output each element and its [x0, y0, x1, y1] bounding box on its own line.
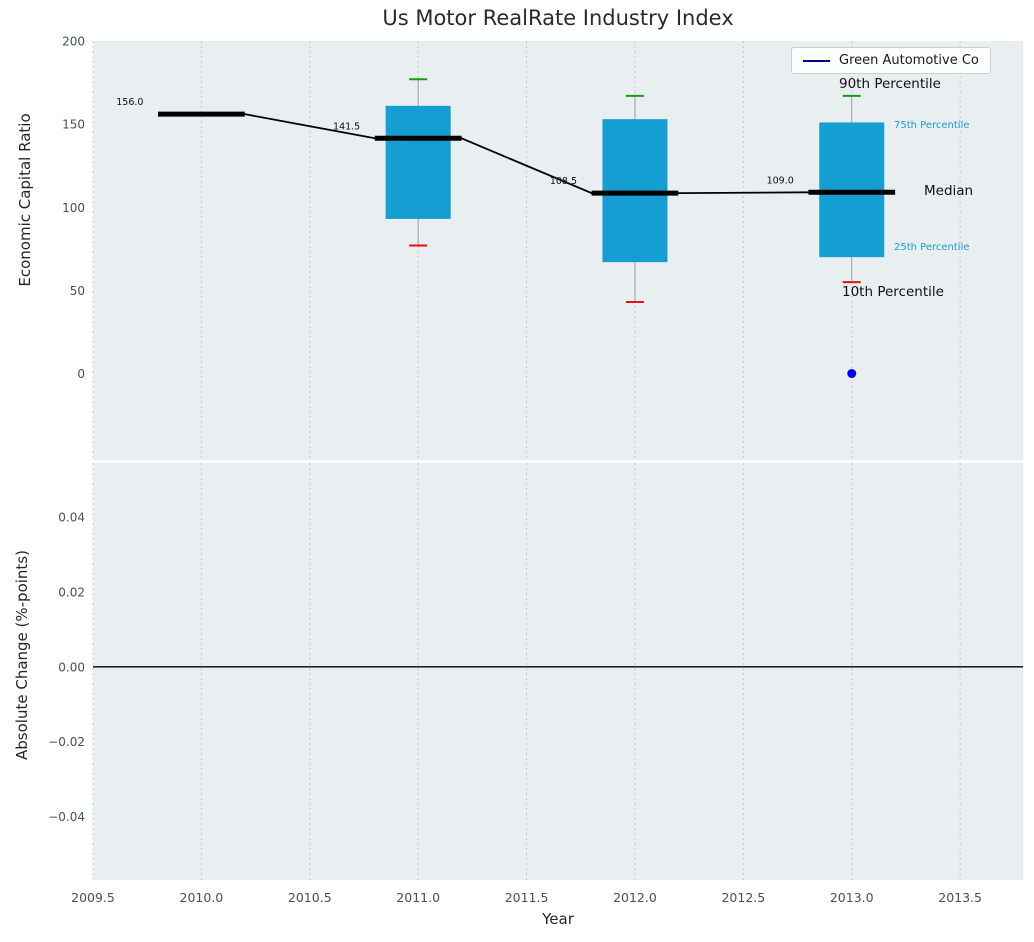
x-axis-label: Year: [542, 910, 574, 928]
xtick: 2010.5: [288, 890, 332, 905]
ytick-top: 150: [62, 118, 85, 132]
bottom-panel-background: [93, 463, 1023, 880]
xtick: 2011.5: [505, 890, 549, 905]
xtick: 2013.5: [938, 890, 982, 905]
legend-line-swatch: [803, 59, 830, 62]
y-axis-label-bottom: Absolute Change (%-points): [13, 550, 31, 760]
xtick: 2012.0: [613, 890, 657, 905]
median-trend-line: [158, 113, 896, 195]
company-point: [847, 369, 857, 379]
legend-label: Green Automotive Co: [839, 53, 979, 68]
annotation-median: Median: [924, 183, 974, 199]
chart-title: Us Motor RealRate Industry Index: [382, 6, 734, 30]
ytick-top: 100: [62, 201, 85, 215]
annotation-10th-percentile: 10th Percentile: [842, 284, 944, 300]
annotation-90th-percentile: 90th Percentile: [839, 76, 941, 92]
ytick-bottom: 0.02: [58, 586, 85, 600]
legend: Green Automotive Co: [791, 47, 991, 74]
ytick-bottom: 0.00: [58, 660, 85, 674]
ytick-top: 200: [62, 35, 85, 49]
xtick: 2011.0: [396, 890, 440, 905]
median-value-label-2011: 141.5: [333, 121, 360, 132]
ytick-top: 50: [70, 284, 85, 298]
annotation-25th-percentile: 25th Percentile: [894, 242, 970, 253]
ytick-bottom: −0.04: [48, 810, 85, 824]
ytick-top: 0: [77, 367, 85, 381]
xtick: 2013.0: [830, 890, 874, 905]
y-axis-label-top: Economic Capital Ratio: [16, 113, 34, 287]
ytick-bottom: −0.02: [48, 735, 85, 749]
ytick-bottom: 0.04: [58, 511, 85, 525]
xtick: 2012.5: [721, 890, 765, 905]
median-value-label-2012: 108.5: [550, 176, 577, 187]
annotation-75th-percentile: 75th Percentile: [894, 120, 970, 131]
median-value-label-2013: 109.0: [767, 175, 794, 186]
box-2011: [385, 105, 451, 219]
xtick: 2010.0: [180, 890, 224, 905]
xtick: 2009.5: [71, 890, 115, 905]
median-value-label-2010: 156.0: [116, 97, 143, 108]
